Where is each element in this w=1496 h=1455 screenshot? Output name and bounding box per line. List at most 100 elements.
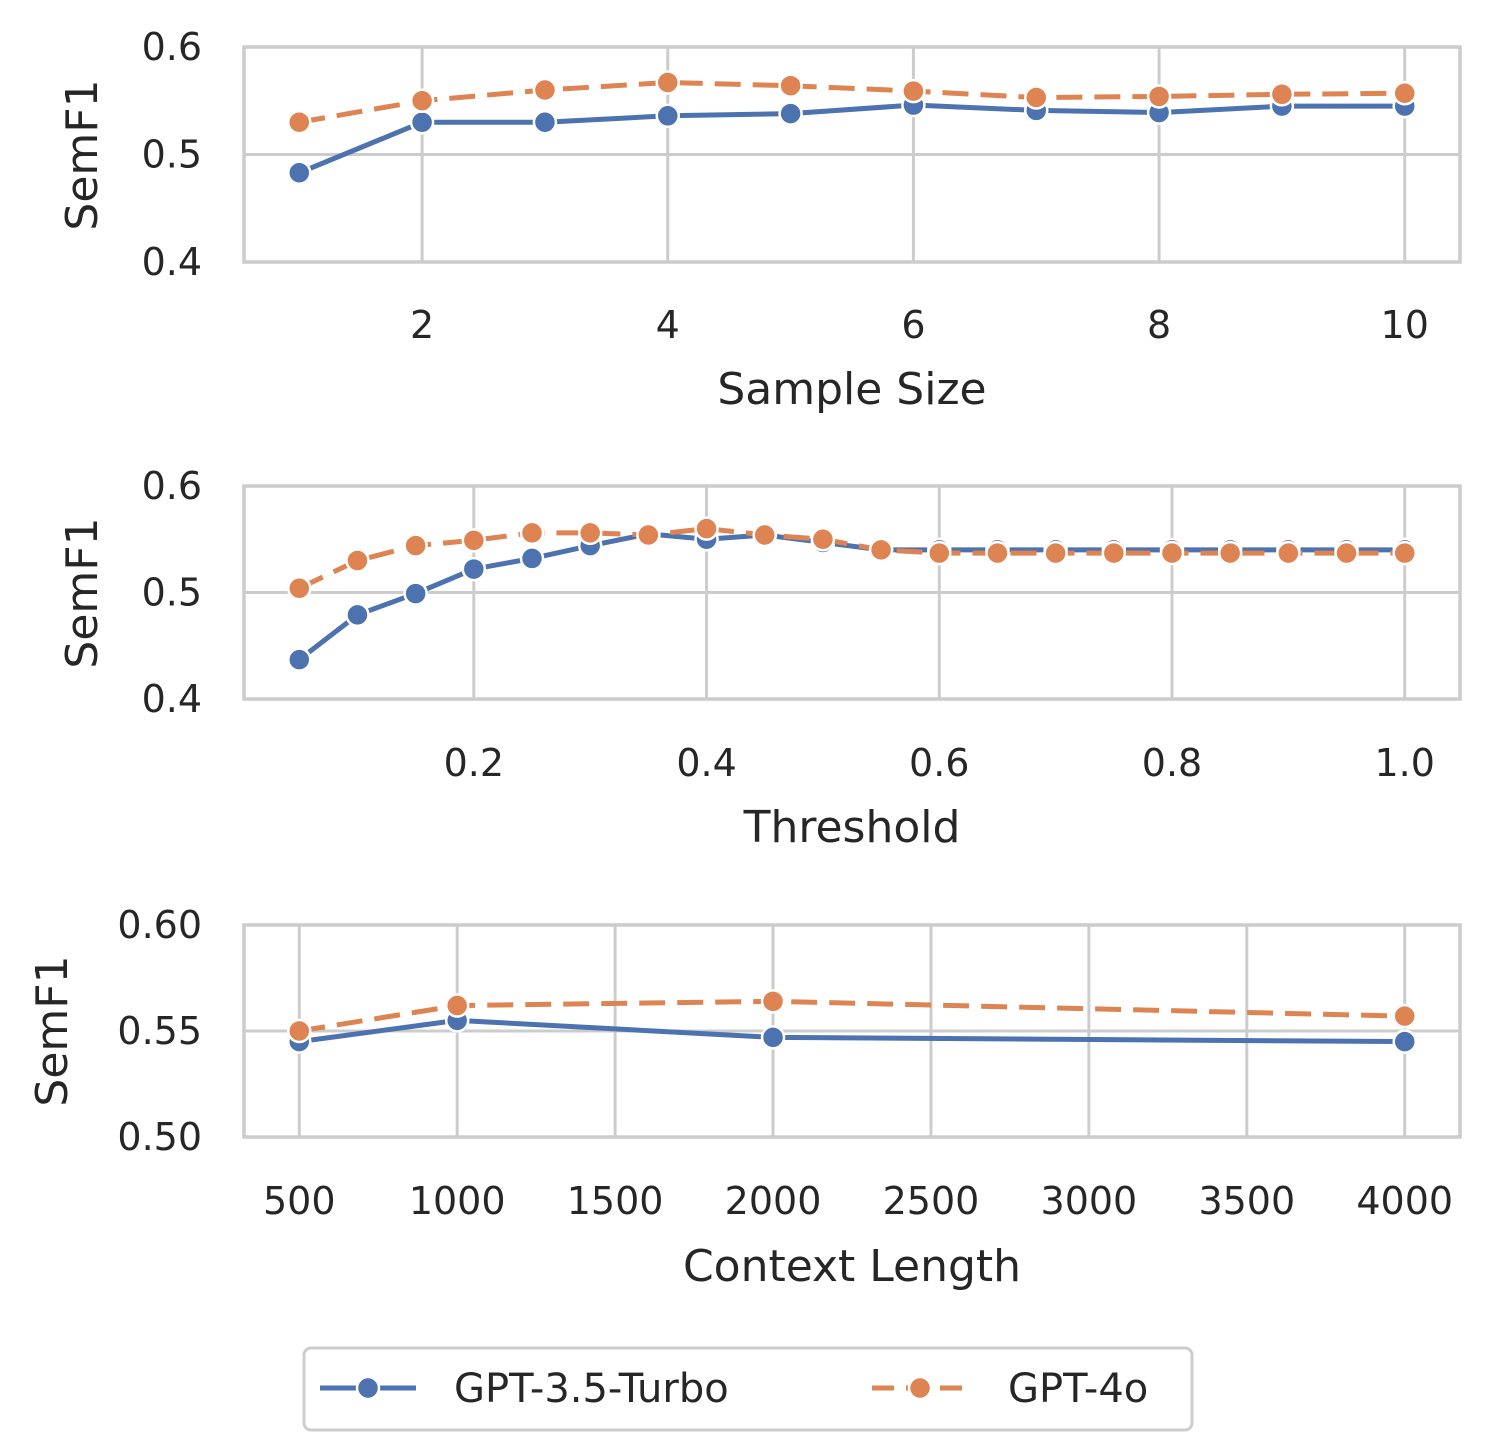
y-axis-label: SemF1 <box>57 517 108 668</box>
y-tick-label: 0.4 <box>142 240 202 284</box>
series-line-gpt35 <box>298 102 1405 176</box>
data-point-gpt4o <box>1269 82 1295 107</box>
legend-box <box>302 1346 1194 1432</box>
data-point-gpt4o <box>345 548 370 573</box>
series-gpt4o <box>287 70 1417 135</box>
x-axis-label: Sample Size <box>717 364 986 415</box>
data-point-gpt4o <box>1392 1003 1417 1029</box>
y-tick-label: 0.6 <box>142 464 202 508</box>
legend-marker-gpt4o <box>907 1375 933 1401</box>
x-tick-label: 0.8 <box>1142 741 1202 785</box>
data-point-gpt4o <box>778 73 803 98</box>
y-tick-label: 0.55 <box>117 1009 202 1053</box>
x-tick-label: 0.6 <box>909 741 969 785</box>
data-point-gpt35 <box>655 103 681 129</box>
legend: GPT-3.5-Turbo GPT-4o <box>302 1346 1194 1432</box>
x-tick-label: 1000 <box>409 1179 506 1223</box>
series-line-gpt4o <box>298 998 1405 1034</box>
data-point-gpt4o <box>519 520 545 546</box>
x-tick-label: 4 <box>656 303 680 347</box>
data-point-gpt4o <box>409 88 435 113</box>
series-gpt4o <box>287 516 1417 601</box>
data-point-gpt4o <box>868 537 894 563</box>
x-tick-label: 8 <box>1147 303 1171 347</box>
chart-panel-2: 0.2 0.4 0.6 0.8 1.0 0.4 0.5 0.6 Threshold SemF1 <box>57 464 1462 853</box>
x-tick-label: 3000 <box>1041 1179 1138 1223</box>
y-axis-label: SemF1 <box>57 79 108 230</box>
data-point-gpt4o <box>287 1018 312 1044</box>
x-tick-label: 500 <box>263 1179 336 1223</box>
data-point-gpt4o <box>694 516 719 541</box>
x-tick-label: 1.0 <box>1375 741 1435 785</box>
data-point-gpt35 <box>409 110 435 135</box>
x-axis-label: Context Length <box>683 1241 1021 1292</box>
data-point-gpt35 <box>403 581 428 606</box>
data-point-gpt35 <box>345 602 370 628</box>
x-tick-label: 2 <box>410 303 434 347</box>
data-point-gpt4o <box>1043 540 1068 566</box>
data-point-gpt4o <box>760 989 786 1014</box>
legend-item-gpt4o: GPT-4o <box>872 1366 1148 1412</box>
data-point-gpt4o <box>985 540 1010 566</box>
x-tick-label: 4000 <box>1356 1179 1453 1223</box>
y-tick-label: 0.5 <box>142 571 202 615</box>
data-point-gpt4o <box>1023 85 1049 110</box>
axes-frame <box>242 484 1462 701</box>
data-point-gpt35 <box>519 546 545 571</box>
chart-panel-1: 2 4 6 8 10 0.4 0.5 0.6 Sample Size SemF1 <box>57 25 1462 415</box>
x-tick-label: 10 <box>1381 303 1429 347</box>
data-point-gpt4o <box>577 520 603 546</box>
data-point-gpt4o <box>810 527 836 552</box>
data-point-gpt35 <box>760 1025 786 1050</box>
data-point-gpt4o <box>444 993 470 1018</box>
data-point-gpt4o <box>901 78 926 104</box>
legend-label-gpt35: GPT-3.5-Turbo <box>454 1366 729 1412</box>
x-axis-label: Threshold <box>743 802 961 853</box>
y-tick-label: 0.50 <box>117 1115 202 1159</box>
y-tick-label: 0.5 <box>142 133 202 177</box>
data-point-gpt4o <box>287 110 312 135</box>
data-point-gpt4o <box>636 522 661 548</box>
axes-frame <box>242 923 1462 1139</box>
data-point-gpt4o <box>403 533 428 558</box>
series-line-gpt35 <box>298 1017 1405 1045</box>
x-tick-label: 3500 <box>1198 1179 1295 1223</box>
data-point-gpt4o <box>1392 540 1417 566</box>
series-line-gpt4o <box>298 79 1405 125</box>
y-tick-label: 0.4 <box>142 677 202 721</box>
x-tick-label: 0.2 <box>444 741 504 785</box>
legend-item-gpt35: GPT-3.5-Turbo <box>320 1366 729 1412</box>
data-point-gpt4o <box>1101 540 1127 566</box>
y-tick-label: 0.60 <box>117 903 202 947</box>
data-point-gpt35 <box>287 647 312 672</box>
data-point-gpt4o <box>1159 540 1185 566</box>
data-point-gpt4o <box>1392 80 1417 106</box>
y-axis-label: SemF1 <box>27 955 78 1106</box>
data-point-gpt4o <box>532 77 558 103</box>
axes-frame <box>242 45 1462 264</box>
data-point-gpt4o <box>287 575 312 601</box>
x-tick-label: 0.4 <box>676 741 736 785</box>
x-tick-label: 2000 <box>725 1179 822 1223</box>
data-point-gpt35 <box>532 110 558 135</box>
x-tick-label: 1500 <box>567 1179 664 1223</box>
data-point-gpt4o <box>752 522 777 548</box>
data-point-gpt35 <box>287 160 312 186</box>
data-point-gpt4o <box>927 540 952 566</box>
data-point-gpt35 <box>778 101 803 126</box>
data-point-gpt4o <box>1146 84 1172 109</box>
data-point-gpt4o <box>1276 540 1301 566</box>
data-point-gpt4o <box>1217 540 1243 566</box>
data-point-gpt4o <box>655 70 681 95</box>
chart-panel-3: 500 1000 1500 2000 2500 3000 3500 4000 0.50 0.55 0… <box>27 903 1462 1292</box>
x-tick-label: 2500 <box>883 1179 980 1223</box>
legend-label-gpt4o: GPT-4o <box>1008 1366 1148 1412</box>
legend-marker-gpt35 <box>355 1375 381 1401</box>
series-gpt4o <box>287 989 1417 1044</box>
y-tick-label: 0.6 <box>142 25 202 69</box>
data-point-gpt35 <box>461 556 487 582</box>
data-point-gpt4o <box>461 528 487 553</box>
x-tick-label: 6 <box>901 303 925 347</box>
data-point-gpt4o <box>1334 540 1359 566</box>
